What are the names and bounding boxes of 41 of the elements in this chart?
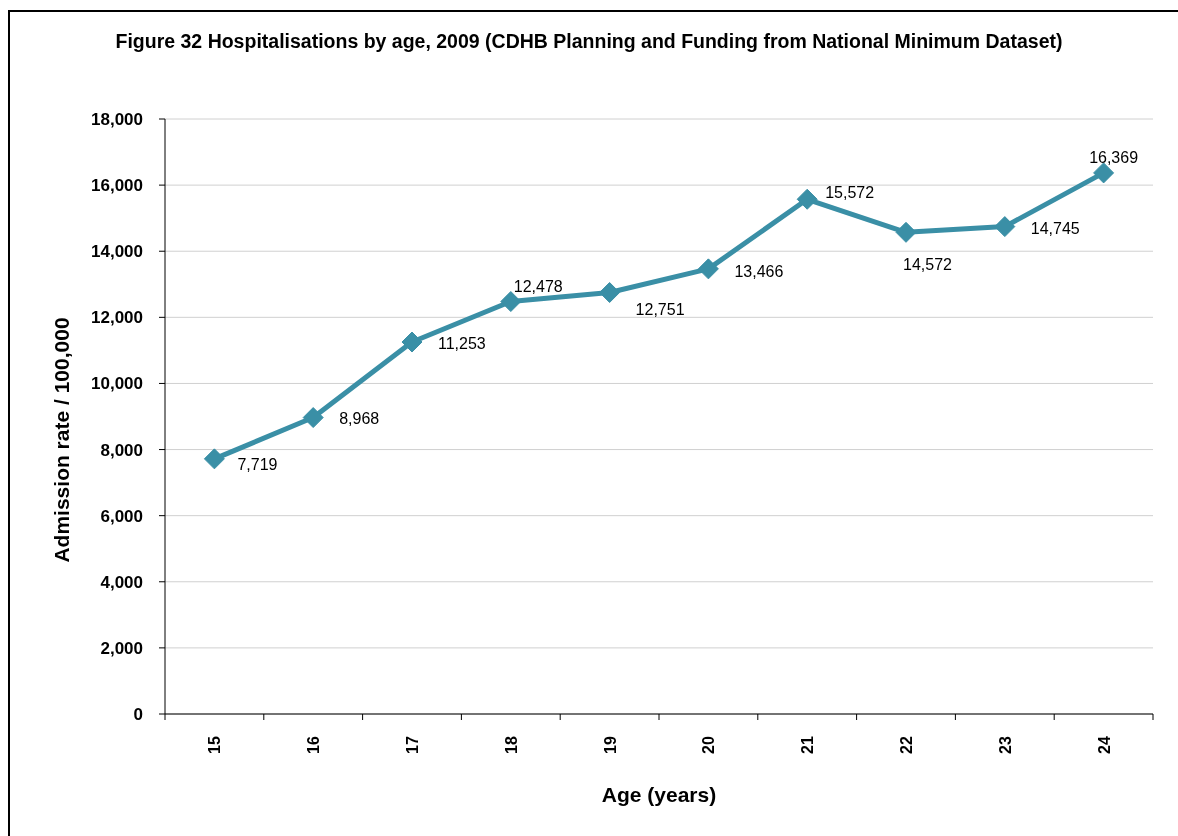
y-tick-label: 18,000 <box>91 110 143 130</box>
chart-title: Figure 32 Hospitalisations by age, 2009 (CDHB Planning and Funding from National Minimum Dataset) <box>114 30 1064 53</box>
x-tick-label: 16 <box>304 736 322 754</box>
data-label: 12,751 <box>635 300 685 318</box>
y-tick-label: 8,000 <box>100 440 143 460</box>
data-label: 11,253 <box>438 334 486 352</box>
y-tick-label: 2,000 <box>100 638 143 658</box>
x-axis-title: Age (years) <box>601 783 717 807</box>
x-tick-label: 19 <box>601 736 619 754</box>
y-axis-title: Admission rate / 100,000 <box>50 317 74 563</box>
data-label: 13,466 <box>734 262 784 280</box>
data-label: 12,478 <box>513 277 563 295</box>
data-label: 14,745 <box>1030 219 1080 237</box>
x-tick-label: 18 <box>502 736 520 754</box>
y-tick-label: 6,000 <box>100 506 143 526</box>
point <box>599 282 621 304</box>
y-tick-label: 0 <box>133 705 143 725</box>
x-tick-label: 22 <box>897 736 915 754</box>
point <box>796 188 818 210</box>
point <box>994 216 1016 238</box>
data-label: 14,572 <box>903 255 953 273</box>
point <box>895 221 917 243</box>
data-label: 15,572 <box>825 183 875 201</box>
y-tick-label: 14,000 <box>91 242 143 262</box>
x-tick-label: 17 <box>403 736 421 754</box>
x-tick-label: 24 <box>1095 736 1113 754</box>
y-tick-label: 10,000 <box>91 374 143 394</box>
point <box>401 331 423 353</box>
x-tick-label: 15 <box>205 736 223 754</box>
point <box>302 407 324 429</box>
y-tick-label: 4,000 <box>100 572 143 592</box>
x-tick-label: 20 <box>699 736 717 754</box>
point <box>203 448 225 470</box>
data-label: 16,369 <box>1089 148 1139 166</box>
x-tick-label: 21 <box>798 736 816 754</box>
point <box>697 258 719 280</box>
x-tick-label: 23 <box>996 736 1014 754</box>
y-tick-label: 16,000 <box>91 176 143 196</box>
data-label: 7,719 <box>237 455 278 473</box>
data-label: 8,968 <box>339 409 380 427</box>
y-tick-label: 12,000 <box>91 308 143 328</box>
